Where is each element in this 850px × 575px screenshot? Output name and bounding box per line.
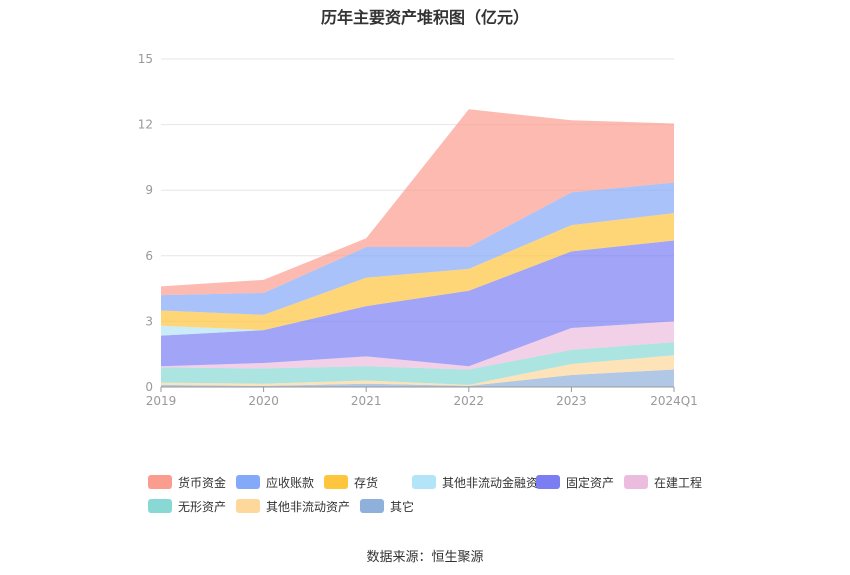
- legend-item[interactable]: 无形资产: [148, 496, 226, 516]
- legend-label: 货币资金: [178, 475, 227, 490]
- legend-swatch: [236, 499, 260, 513]
- legend-item[interactable]: 在建工程: [624, 472, 702, 492]
- area-series[interactable]: [161, 182, 674, 315]
- legend-item[interactable]: 固定资产: [536, 472, 614, 492]
- legend-label: 其他非流动资产: [266, 499, 351, 514]
- y-tick-label: 3: [145, 314, 153, 328]
- legend-swatch: [412, 475, 436, 489]
- area-series[interactable]: [161, 369, 674, 387]
- x-tick-label: 2021: [351, 394, 382, 408]
- area-series[interactable]: [161, 321, 674, 370]
- area-series[interactable]: [161, 240, 674, 367]
- area-series[interactable]: [161, 109, 674, 296]
- legend-label: 其它: [390, 499, 415, 514]
- legend-item[interactable]: 货币资金: [148, 472, 226, 492]
- chart-title: 历年主要资产堆积图（亿元）: [320, 8, 529, 27]
- y-tick-label: 12: [138, 118, 153, 132]
- y-tick-label: 9: [145, 183, 153, 197]
- x-tick-label: 2022: [454, 394, 485, 408]
- legend-swatch: [236, 475, 260, 489]
- source-note: 数据来源：恒生聚源: [366, 550, 484, 565]
- x-tick-label: 2020: [248, 394, 279, 408]
- legend-swatch: [536, 475, 560, 489]
- y-tick-label: 0: [145, 380, 153, 394]
- legend-item[interactable]: 存货: [324, 472, 378, 492]
- legend-label: 固定资产: [566, 475, 615, 490]
- axis-layer: 0 3 6 9 12 15 2019 2020 2021 2022 2023 2024Q1: [138, 52, 698, 408]
- x-tick-label: 2023: [556, 394, 587, 408]
- legend-label: 应收账款: [266, 475, 315, 490]
- legend-item[interactable]: 其他非流动金融资产: [412, 472, 550, 492]
- legend-swatch: [360, 499, 384, 513]
- legend-item[interactable]: 其他非流动资产: [236, 496, 350, 516]
- area-layer: [161, 109, 674, 387]
- legend-swatch: [148, 499, 172, 513]
- legend-item[interactable]: 应收账款: [236, 472, 314, 492]
- legend-swatch: [148, 475, 172, 489]
- x-tick-label: 2019: [146, 394, 177, 408]
- legend-label: 其他非流动金融资产: [442, 475, 551, 490]
- area-series[interactable]: [161, 342, 674, 385]
- legend-swatch: [324, 475, 348, 489]
- y-tick-label: 15: [138, 52, 153, 66]
- x-tick-label: 2024Q1: [650, 394, 698, 408]
- y-tick-label: 6: [145, 249, 153, 263]
- legend-label: 无形资产: [178, 499, 227, 514]
- legend-swatch: [624, 475, 648, 489]
- legend-item[interactable]: 其它: [360, 496, 414, 516]
- legend-label: 在建工程: [654, 475, 703, 490]
- area-series[interactable]: [161, 355, 674, 386]
- legend-label: 存货: [354, 475, 379, 490]
- area-series[interactable]: [161, 213, 674, 331]
- stacked-area-chart: 0 3 6 9 12 15 2019 2020 2021 2022 2023 2024Q1: [138, 52, 698, 408]
